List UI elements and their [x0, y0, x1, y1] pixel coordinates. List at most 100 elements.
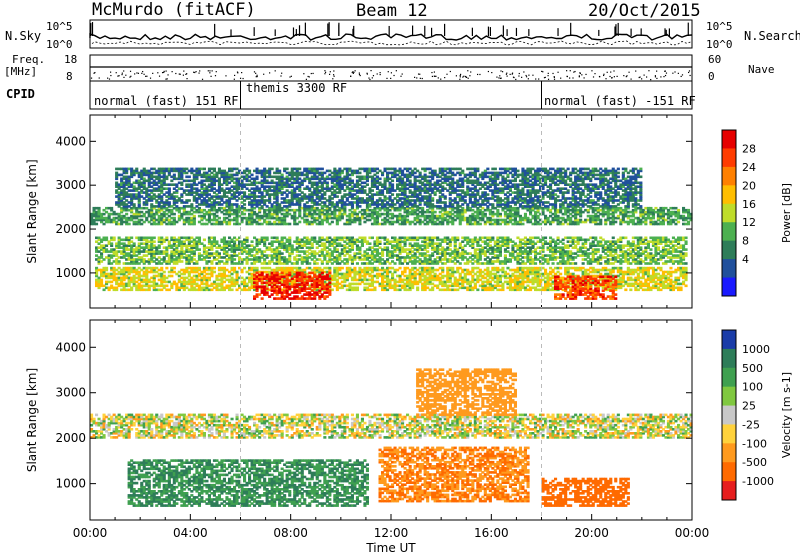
nave-dot [359, 74, 361, 77]
data-cell [584, 270, 588, 274]
data-cell [408, 276, 412, 280]
data-cell [503, 272, 507, 276]
data-cell [328, 277, 332, 281]
data-cell [508, 282, 512, 286]
data-cell [245, 276, 249, 280]
data-cell [313, 270, 317, 274]
data-cell [468, 286, 472, 290]
data-cell [145, 266, 149, 270]
data-cell [278, 268, 282, 272]
data-cell [288, 282, 292, 286]
data-cell [398, 276, 402, 280]
data-cell [606, 268, 610, 272]
nave-dot [583, 77, 585, 79]
data-cell [195, 276, 199, 280]
data-cell [305, 272, 309, 276]
data-cell [228, 274, 232, 278]
data-cell [288, 271, 292, 275]
nave-dot [431, 71, 433, 74]
data-cell [426, 266, 430, 270]
data-cell [521, 286, 525, 290]
data-cell [290, 244, 294, 247]
data-cell [290, 266, 294, 270]
data-cell [421, 288, 425, 292]
data-cell [446, 280, 450, 284]
data-cell [536, 276, 540, 280]
data-cell [421, 284, 425, 288]
data-cell [112, 276, 116, 280]
nsky-strip-frame [89, 19, 693, 49]
data-cell [476, 266, 480, 270]
data-cell [363, 268, 367, 272]
data-cell [383, 276, 387, 280]
nave-dot [167, 74, 169, 76]
data-cell [682, 280, 686, 284]
data-cell [684, 270, 688, 274]
nave-dot [569, 77, 571, 79]
data-cell [451, 274, 455, 278]
data-cell [125, 282, 129, 286]
nave-dot [158, 75, 161, 77]
data-cell [616, 284, 620, 288]
data-cell [531, 270, 535, 274]
data-cell [641, 272, 645, 276]
data-cell [393, 270, 397, 274]
data-cell [333, 268, 337, 272]
data-cell [423, 266, 427, 270]
data-cell [95, 268, 99, 272]
data-cell [556, 270, 560, 274]
data-cell [325, 270, 329, 274]
data-cell [463, 286, 467, 290]
data-cell [127, 278, 131, 282]
data-cell [255, 293, 259, 296]
data-cell [381, 274, 385, 278]
data-cell [534, 266, 538, 270]
data-cell [135, 280, 139, 284]
nave-dot [654, 75, 657, 77]
data-cell [285, 270, 289, 274]
nave-dot [641, 78, 643, 80]
data-cell [240, 288, 244, 292]
data-cell [401, 284, 405, 288]
data-cell [661, 272, 665, 276]
data-cell [375, 272, 379, 276]
data-cell [448, 274, 452, 278]
data-cell [426, 278, 430, 282]
data-cell [388, 278, 392, 282]
data-cell [406, 284, 410, 288]
data-cell [586, 272, 590, 276]
data-cell [212, 270, 216, 274]
data-cell [466, 270, 470, 274]
data-cell [210, 284, 214, 288]
data-cell [381, 280, 385, 284]
data-cell [368, 268, 372, 272]
nave-dot [638, 76, 640, 79]
data-cell [117, 276, 121, 280]
data-cell [275, 268, 279, 272]
data-cell [250, 240, 254, 243]
data-cell [182, 272, 186, 276]
data-cell [549, 282, 553, 286]
data-cell [458, 274, 462, 278]
data-cell [679, 268, 683, 272]
data-cell [358, 268, 362, 272]
data-cell [335, 270, 339, 274]
nave-dot [553, 78, 556, 80]
nave-dot [419, 73, 421, 75]
data-cell [140, 286, 144, 290]
data-cell [671, 286, 675, 290]
data-cell [456, 280, 460, 284]
data-cell [659, 280, 663, 284]
data-cell [601, 286, 605, 290]
data-cell [634, 276, 638, 280]
data-cell [421, 274, 425, 278]
data-cell [197, 288, 201, 292]
nave-dot [491, 71, 493, 74]
data-cell [411, 266, 415, 270]
data-cell [348, 270, 352, 274]
data-cell [142, 278, 146, 282]
data-cell [651, 278, 655, 282]
data-cell [97, 286, 101, 290]
data-cell [614, 275, 618, 279]
data-cell [659, 288, 663, 292]
